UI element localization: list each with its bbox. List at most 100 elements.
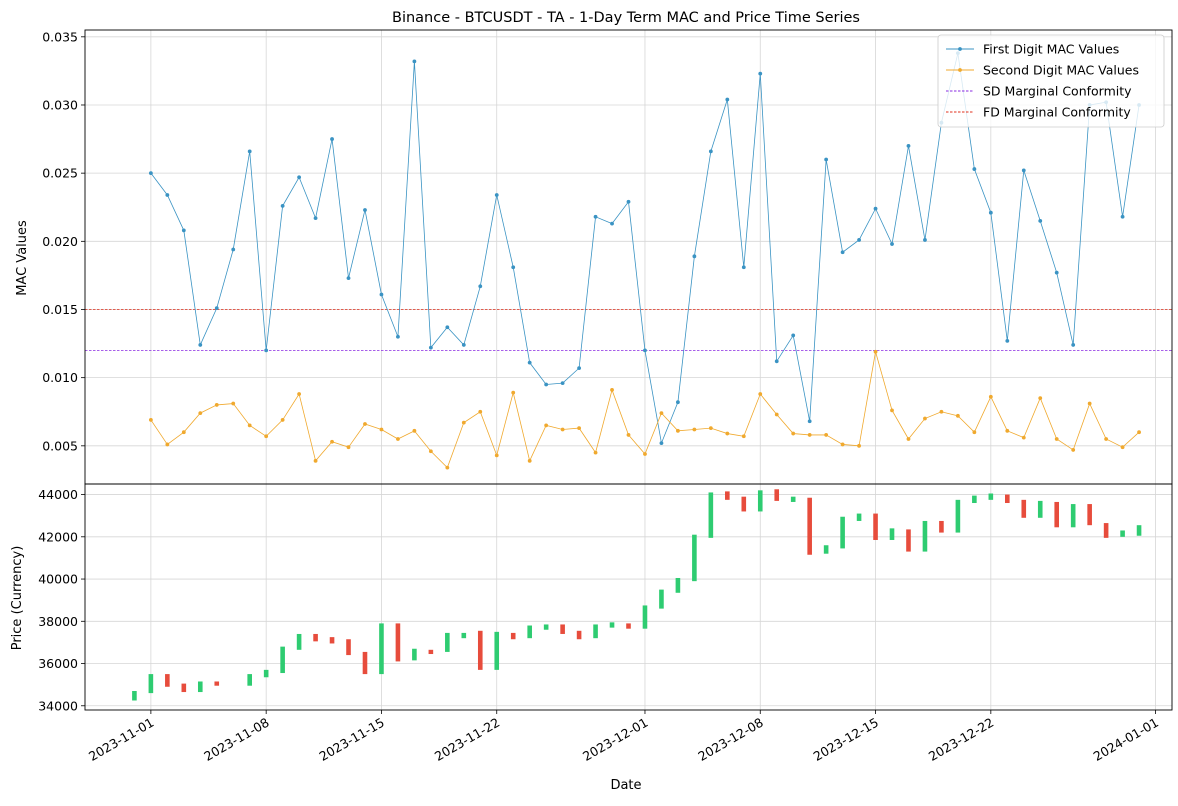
series-1-point (659, 441, 664, 445)
series-1-point (247, 149, 252, 154)
series-1-point (890, 242, 894, 246)
series-1-point (330, 137, 334, 141)
series-2-point (758, 392, 763, 396)
series-2-point (231, 401, 236, 406)
candle-down (939, 520, 944, 533)
candle-up (412, 648, 417, 661)
x-tick-label: 2023-12-22 (926, 715, 996, 764)
series-1-point (297, 175, 302, 180)
series-1-point (923, 238, 927, 242)
bottom-gridlines (85, 484, 1172, 710)
x-tick-label: 2023-12-15 (811, 715, 881, 764)
series-2-point (379, 427, 384, 432)
candle-down (725, 491, 730, 500)
series-1-point (824, 157, 829, 162)
series-2-point (264, 434, 269, 439)
candle-up (988, 493, 994, 500)
series-2-point (1005, 428, 1010, 433)
bottom-y-tick-label: 38000 (38, 614, 78, 629)
series-2-point (626, 433, 631, 437)
series-2-point (692, 427, 697, 432)
series-2-point (659, 411, 664, 416)
candle-up (247, 674, 252, 686)
candle-down (362, 651, 368, 675)
series-2-point (972, 430, 977, 435)
series-1-point (396, 334, 400, 339)
series-1-point (379, 292, 384, 297)
series-1-point (544, 382, 549, 387)
series-2-point (544, 423, 549, 428)
series-2-point (148, 418, 153, 422)
candle-up (642, 605, 648, 629)
legend-label: SD Marginal Conformity (983, 84, 1132, 99)
candle-down (1005, 494, 1010, 504)
series-2-point (198, 411, 203, 416)
candle-down (1021, 499, 1027, 518)
top-y-tick-label: 0.015 (42, 302, 78, 317)
x-tick-label: 2023-12-01 (580, 715, 650, 764)
series-2-point (725, 431, 730, 436)
series-1-point (988, 210, 993, 215)
x-axis-label: Date (610, 778, 641, 793)
candle-up (527, 625, 532, 639)
candle-up (379, 623, 384, 675)
chart-title: Binance - BTCUSDT - TA - 1-Day Term MAC … (392, 10, 860, 26)
top-y-axis-label: MAC Values (15, 220, 30, 296)
x-tick-label: 2023-11-22 (432, 715, 502, 764)
top-y-tick-label: 0.035 (42, 29, 78, 44)
series-1-point (741, 265, 746, 270)
top-y-tick-label: 0.020 (42, 234, 78, 249)
series-2-point (445, 465, 450, 470)
series-2-point (428, 449, 433, 454)
candle-down (1103, 523, 1109, 538)
series-1-point (313, 216, 318, 221)
candle-up (692, 534, 697, 582)
candle-up (1037, 500, 1043, 518)
series-2-point (396, 437, 400, 441)
series-1-point (280, 203, 285, 208)
series-2-point (1120, 445, 1125, 450)
candle-up (840, 516, 845, 549)
candle-down (1087, 504, 1092, 526)
series-1-point (906, 143, 911, 148)
candle-up (1136, 525, 1142, 536)
candle-down (395, 623, 401, 662)
series-1-point (231, 247, 236, 252)
series-1-point (791, 333, 796, 338)
candle-up (790, 496, 796, 502)
candle-down (346, 639, 351, 656)
series-2-point (774, 412, 779, 417)
series-2-point (939, 409, 944, 414)
legend-label: FD Marginal Conformity (983, 105, 1131, 120)
series-1-point (346, 276, 351, 281)
series-2-point (1087, 401, 1092, 406)
x-tick-label: 2023-11-15 (317, 715, 387, 764)
series-1-point (972, 167, 977, 171)
series-2-point (461, 420, 466, 425)
candle-down (576, 630, 582, 640)
series-2-point (297, 392, 302, 396)
series-1-point (560, 381, 565, 386)
series-1-point (577, 366, 581, 371)
candle-up (543, 624, 549, 630)
series-2-point (873, 349, 878, 354)
x-tick-label: 2023-11-01 (86, 715, 156, 764)
candle-up (296, 633, 302, 650)
candle-up (823, 545, 829, 554)
candle-down (181, 683, 187, 693)
series-1-point (527, 360, 532, 365)
bottom-y-axis-label: Price (Currency) (10, 546, 25, 651)
legend-label: Second Digit MAC Values (983, 63, 1139, 78)
series-2-point (1038, 396, 1043, 401)
series-1-point (857, 238, 861, 242)
series-1-point (264, 348, 269, 353)
candle-up (972, 495, 977, 504)
candle-down (165, 674, 170, 687)
series-2-point (1021, 435, 1026, 440)
candle-down (774, 489, 780, 501)
series-2-point (527, 458, 532, 463)
series-1-point (1054, 270, 1059, 275)
series-1-point (198, 343, 203, 347)
top-y-tick-label: 0.030 (42, 97, 78, 112)
candle-down (510, 632, 516, 640)
